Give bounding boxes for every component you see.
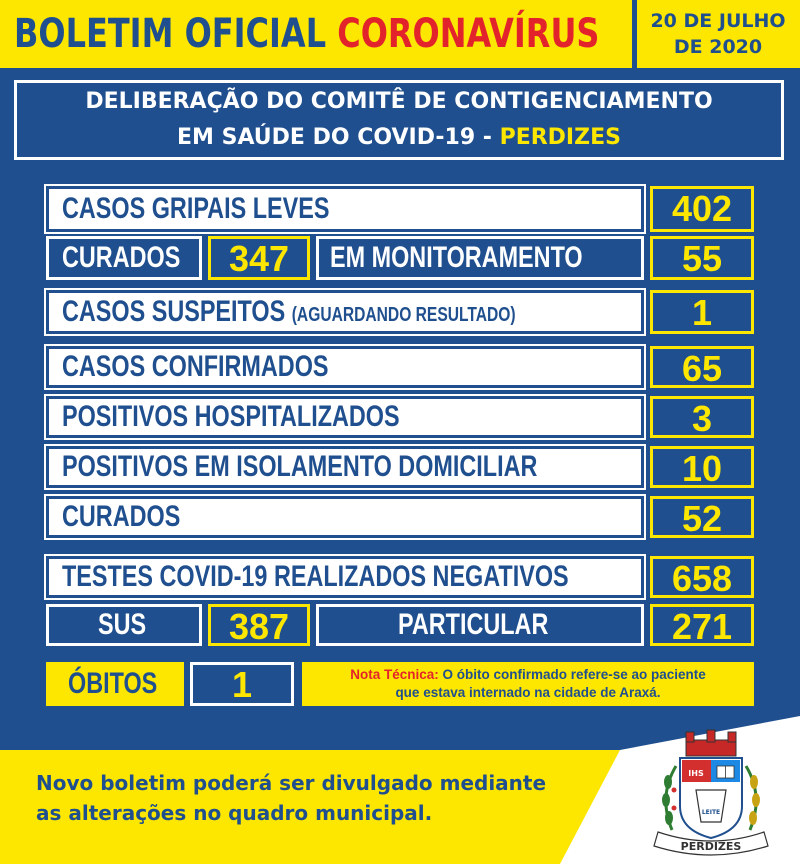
obitos-value: 1 (190, 662, 294, 706)
testes-value: 658 (650, 556, 754, 599)
confirmados-label: CASOS CONFIRMADOS (62, 350, 329, 383)
particular-value: 271 (650, 604, 754, 647)
curados-1-value: 347 (208, 236, 310, 280)
testes-label: TESTES COVID-19 REALIZADOS NEGATIVOS (62, 560, 569, 593)
footer-line-1: Novo boletim poderá ser divulgado median… (36, 771, 547, 795)
suspeitos-note: (AGUARDANDO RESULTADO) (291, 304, 516, 326)
nota-tecnica: Nota Técnica: O óbito confirmado refere-… (302, 662, 754, 706)
deliberation-line-2: EM SAÚDE DO COVID-19 - PERDIZES (177, 125, 621, 150)
footer-line-2: as alterações no quadro municipal. (36, 801, 433, 825)
particular-label: PARTICULAR (398, 608, 549, 641)
confirmados-box (44, 344, 646, 390)
hospitalizados-label: POSITIVOS HOSPITALIZADOS (62, 400, 400, 433)
particular-box (316, 604, 644, 646)
nota-title: Nota Técnica: (350, 667, 439, 682)
deliberation-box (14, 80, 784, 160)
deliberation-text: DELIBERAÇÃO DO COMITÊ DE CONTIGENCIAMENT… (14, 84, 784, 156)
nota-line-2: que estava internado na cidade de Araxá. (395, 685, 661, 700)
title-coronavirus: CORONAVÍRUS (337, 11, 600, 57)
isolamento-value: 10 (650, 446, 754, 489)
footer-text: Novo boletim poderá ser divulgado median… (36, 768, 546, 828)
obitos-label: ÓBITOS (68, 667, 158, 700)
suspeitos-value: 1 (650, 290, 754, 334)
header-divider (632, 0, 637, 68)
isolamento-box (44, 444, 646, 490)
curados-1-box (46, 236, 202, 280)
monitoramento-box (316, 236, 644, 280)
ribbon-text: PERDIZES (681, 840, 742, 853)
isolamento-label: POSITIVOS EM ISOLAMENTO DOMICILIAR (62, 450, 538, 483)
obitos-box (46, 662, 184, 706)
suspeitos-label: CASOS SUSPEITOS (AGUARDANDO RESULTADO) (62, 295, 516, 328)
sus-label: SUS (98, 608, 147, 641)
sus-box (46, 604, 202, 646)
date-line-2: DE 2020 (673, 36, 763, 58)
header-bar (0, 0, 800, 68)
nota-line-1: Nota Técnica: O óbito confirmado refere-… (350, 667, 706, 682)
shield-text-1: IHS (688, 769, 704, 778)
perdizes-coat-of-arms-icon: IHS LEITE PERDIZES (653, 729, 769, 856)
curados-2-label: CURADOS (62, 500, 181, 533)
hospitalizados-box (44, 394, 646, 440)
casos-gripais-box (44, 184, 646, 234)
casos-gripais-value: 402 (650, 186, 754, 232)
casos-gripais-label: CASOS GRIPAIS LEVES (62, 192, 330, 225)
bulletin-title: BOLETIM OFICIAL CORONAVÍRUS (14, 11, 600, 57)
shield-text-2: LEITE (702, 809, 720, 816)
hospitalizados-value: 3 (650, 396, 754, 439)
sus-value: 387 (208, 604, 310, 647)
curados-2-value: 52 (650, 496, 754, 539)
bulletin-date: 20 DE JULHO DE 2020 (642, 8, 794, 60)
monitoramento-label: EM MONITORAMENTO (330, 241, 583, 274)
date-line-1: 20 DE JULHO (650, 10, 786, 32)
deliberation-line-1: DELIBERAÇÃO DO COMITÊ DE CONTIGENCIAMENT… (85, 89, 713, 114)
city-name: PERDIZES (499, 125, 621, 150)
curados-2-box (44, 494, 646, 540)
curados-1-label: CURADOS (62, 241, 181, 274)
monitoramento-value: 55 (650, 236, 754, 280)
confirmados-value: 65 (650, 346, 754, 389)
suspeitos-box (44, 288, 646, 336)
testes-box (44, 554, 646, 600)
